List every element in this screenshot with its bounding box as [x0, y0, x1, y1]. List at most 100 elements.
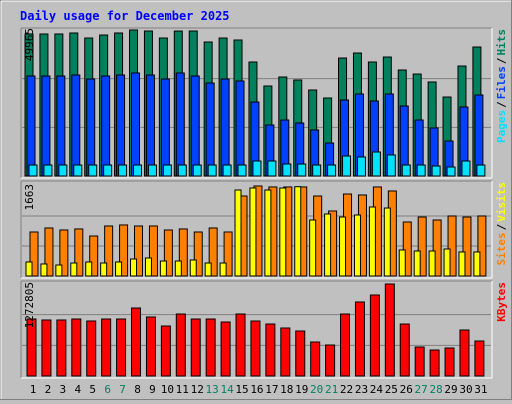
bar	[279, 187, 287, 277]
bar	[145, 74, 155, 177]
y-tick-label: 49965	[23, 28, 36, 61]
bar	[223, 231, 233, 277]
bar	[416, 164, 426, 177]
bar	[59, 229, 69, 277]
x-tick-label: 25	[385, 383, 398, 396]
x-tick-label: 1	[30, 383, 37, 396]
bar	[85, 261, 93, 277]
x-tick-label: 18	[280, 383, 293, 396]
legend-separator: /	[495, 223, 508, 230]
x-tick-label: 9	[149, 383, 156, 396]
bar	[476, 164, 486, 177]
bar	[29, 231, 39, 277]
bar	[325, 344, 336, 377]
bar	[101, 75, 111, 177]
bar	[383, 207, 391, 277]
x-tick-label: 28	[429, 383, 442, 396]
bar	[177, 164, 187, 177]
x-tick-label: 21	[325, 383, 338, 396]
bar	[417, 216, 427, 277]
bar	[71, 74, 81, 177]
bar	[474, 340, 485, 377]
x-tick-label: 29	[444, 383, 457, 396]
bar	[58, 164, 68, 177]
bar	[250, 320, 261, 377]
bar	[55, 264, 63, 277]
bar	[267, 160, 277, 177]
x-tick-label: 8	[134, 383, 141, 396]
legend-entry: Files	[495, 66, 508, 99]
bar	[115, 261, 123, 277]
bar	[119, 224, 129, 277]
bar	[163, 229, 173, 277]
bar	[159, 260, 167, 277]
bar	[384, 283, 395, 377]
x-tick-label: 24	[370, 383, 384, 396]
bar	[116, 318, 127, 377]
x-tick-label: 2	[45, 383, 52, 396]
bar	[353, 214, 361, 277]
x-tick-label: 4	[74, 383, 81, 396]
bar	[356, 156, 366, 177]
bar	[88, 164, 98, 177]
bar	[399, 323, 410, 377]
x-tick-label: 12	[191, 383, 204, 396]
legend-entry: KBytes	[495, 282, 508, 322]
bar	[192, 164, 202, 177]
bar	[222, 164, 232, 177]
bar	[193, 231, 203, 277]
bar	[130, 258, 138, 277]
bar	[280, 327, 291, 377]
bar	[190, 318, 201, 377]
x-tick-label: 7	[119, 383, 126, 396]
bar	[144, 257, 152, 277]
bar	[56, 75, 66, 177]
bar	[89, 235, 99, 277]
bar	[462, 216, 472, 277]
bar	[428, 250, 436, 277]
bar	[327, 164, 337, 177]
bar	[43, 164, 53, 177]
legend: Sites /Visits	[495, 182, 508, 266]
bar	[204, 262, 212, 277]
chart-title: Daily usage for December 2025	[20, 9, 230, 23]
bar	[41, 75, 51, 177]
bar	[160, 78, 170, 177]
bar	[459, 329, 470, 377]
bar	[71, 318, 82, 377]
bar	[386, 154, 396, 177]
x-tick-label: 6	[104, 383, 111, 396]
bar	[205, 82, 215, 177]
bar	[103, 164, 113, 177]
bar	[461, 160, 471, 177]
bar	[340, 313, 351, 377]
bar	[446, 166, 456, 177]
bar	[369, 294, 380, 377]
bar	[100, 262, 108, 277]
x-tick-label: 14	[220, 383, 234, 396]
bar	[162, 164, 172, 177]
bar	[368, 206, 376, 277]
bar	[41, 319, 52, 377]
x-tick-label: 17	[265, 383, 278, 396]
bar	[73, 164, 83, 177]
bar	[74, 228, 84, 277]
x-tick-label: 23	[355, 383, 368, 396]
bar	[86, 320, 97, 377]
bar	[413, 250, 421, 277]
bar	[131, 72, 141, 177]
bar	[443, 248, 451, 277]
x-tick-label: 20	[310, 383, 323, 396]
bar	[444, 347, 455, 377]
bar	[25, 261, 33, 277]
x-tick-label: 16	[250, 383, 263, 396]
bar	[447, 215, 457, 277]
bar	[265, 323, 276, 377]
bar	[190, 75, 200, 177]
legend-entry: Visits	[495, 182, 508, 222]
x-tick-label: 3	[60, 383, 67, 396]
bar	[431, 165, 441, 177]
bar	[429, 349, 440, 377]
bar	[324, 213, 332, 277]
bar	[207, 164, 217, 177]
